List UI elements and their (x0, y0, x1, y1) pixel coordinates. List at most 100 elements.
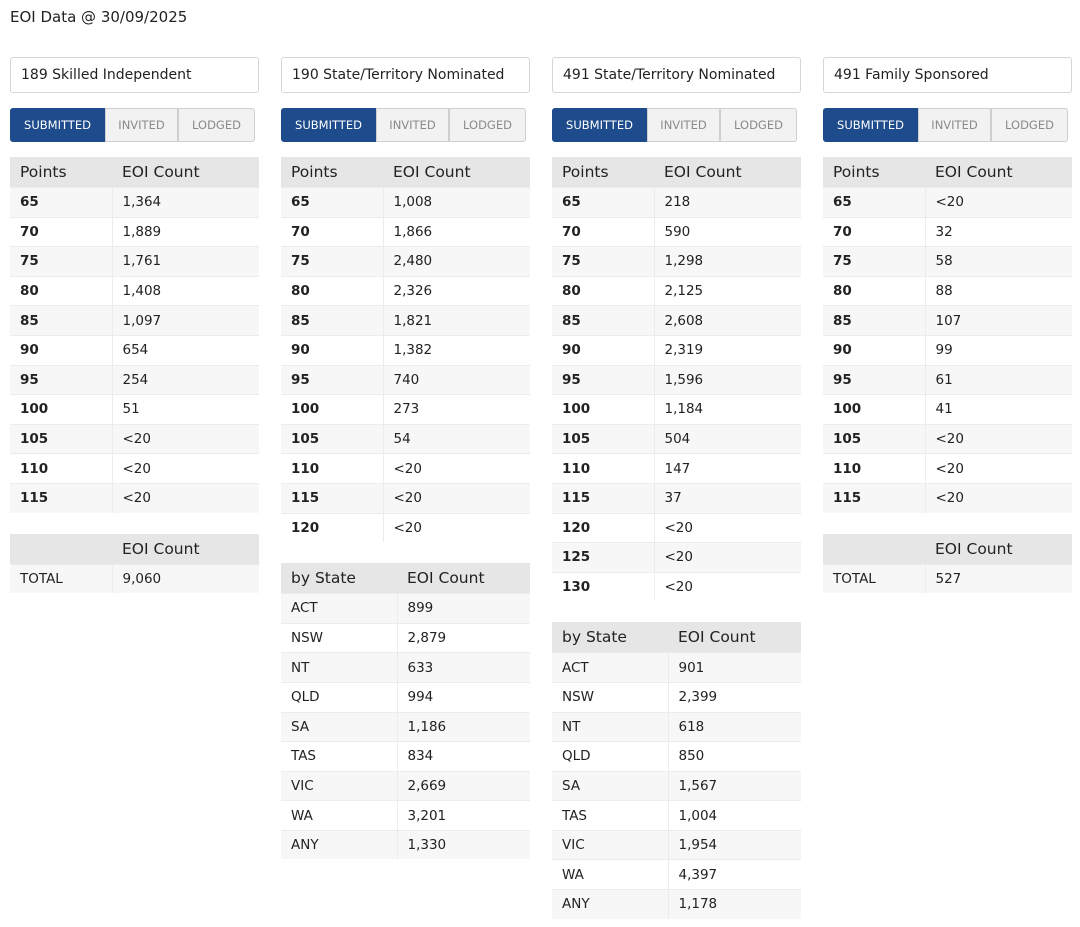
table-row: TOTAL 9,060 (10, 563, 259, 594)
count-cell: 88 (925, 275, 1072, 306)
table-row: 70 32 (823, 216, 1072, 247)
row-label: 100 (552, 394, 655, 425)
row-label: ANY (552, 889, 669, 919)
row-label: 80 (823, 275, 926, 306)
count-cell: 1,364 (112, 187, 259, 218)
row-label: 75 (552, 246, 655, 277)
table-row: 110 <20 (281, 453, 530, 484)
row-label: 85 (10, 305, 113, 336)
table-row: 115 <20 (281, 482, 530, 514)
status-tab[interactable]: LODGED (720, 108, 797, 142)
header-row: Points EOI Count (552, 157, 801, 188)
header-row: Points EOI Count (10, 157, 259, 188)
status-tab[interactable]: SUBMITTED (823, 108, 918, 142)
row-label: 115 (10, 482, 113, 513)
column-header: EOI Count (668, 622, 801, 653)
table-row: ANY 1,330 (281, 829, 530, 860)
count-cell: 1,008 (383, 187, 530, 218)
row-label: 70 (10, 216, 113, 247)
column-header: Points (281, 157, 383, 188)
table-row: WA 3,201 (281, 800, 530, 831)
panels: 189 Skilled Independent SUBMITTED INVITED L… (10, 57, 1072, 919)
table-row: 100 273 (281, 394, 530, 425)
status-tab[interactable]: INVITED (105, 108, 178, 142)
table-row: 85 1,821 (281, 305, 530, 336)
status-tab[interactable]: LODGED (449, 108, 526, 142)
count-cell: 1,004 (668, 800, 801, 831)
table-row: 90 1,382 (281, 334, 530, 366)
table-row: 85 2,608 (552, 305, 801, 336)
row-label: VIC (552, 829, 669, 860)
table-row: SA 1,186 (281, 711, 530, 742)
status-tab[interactable]: SUBMITTED (281, 108, 376, 142)
table-row: 100 51 (10, 394, 259, 425)
table-row: 65 218 (552, 187, 801, 218)
row-label: SA (281, 711, 398, 742)
table-row: QLD 850 (552, 741, 801, 772)
row-label: TOTAL (823, 563, 926, 594)
count-cell: <20 (383, 453, 530, 484)
status-tabs: SUBMITTED INVITED LODGED (823, 108, 1068, 142)
table-row: 65 1,008 (281, 187, 530, 218)
row-label: 70 (552, 216, 655, 247)
count-cell: <20 (654, 571, 801, 602)
count-cell: 107 (925, 305, 1072, 336)
row-label: ACT (552, 652, 669, 683)
status-tab[interactable]: LODGED (178, 108, 255, 142)
column-header: EOI Count (112, 157, 259, 188)
table-row: 95 61 (823, 364, 1072, 395)
row-label: 115 (281, 482, 384, 514)
table-row: SA 1,567 (552, 770, 801, 801)
table-row: 130 <20 (552, 571, 801, 602)
count-cell: 1,567 (668, 770, 801, 801)
status-tabs: SUBMITTED INVITED LODGED (10, 108, 255, 142)
row-label: TAS (281, 741, 398, 772)
count-cell: 1,184 (654, 394, 801, 425)
table-row: 75 2,480 (281, 246, 530, 277)
row-label: 80 (10, 275, 113, 306)
table-row: 120 <20 (281, 512, 530, 543)
count-cell: 618 (668, 711, 801, 742)
count-cell: <20 (925, 423, 1072, 454)
row-label: 115 (552, 482, 655, 514)
count-cell: 654 (112, 334, 259, 366)
header-row: EOI Count (10, 533, 259, 565)
header-row: by State EOI Count (552, 622, 801, 653)
row-label: 110 (823, 453, 926, 484)
total-table: EOI Count TOTAL 527 (823, 533, 1072, 594)
row-label: 75 (10, 246, 113, 277)
row-label: QLD (281, 681, 398, 712)
status-tab[interactable]: INVITED (918, 108, 991, 142)
column-header-blank (823, 533, 925, 565)
table-row: 100 1,184 (552, 394, 801, 425)
table-row: 110 <20 (823, 453, 1072, 484)
row-label: 120 (552, 512, 655, 543)
status-tab[interactable]: INVITED (376, 108, 449, 142)
count-cell: 994 (397, 681, 530, 712)
row-label: 90 (552, 334, 655, 366)
row-label: ANY (281, 829, 398, 860)
table-row: 85 1,097 (10, 305, 259, 336)
count-cell: <20 (112, 453, 259, 484)
status-tab[interactable]: SUBMITTED (552, 108, 647, 142)
visa-heading: 491 State/Territory Nominated (552, 57, 801, 93)
row-label: NSW (281, 622, 398, 653)
table-row: 90 654 (10, 334, 259, 366)
table-row: 110 <20 (10, 453, 259, 484)
status-tab[interactable]: INVITED (647, 108, 720, 142)
status-tab[interactable]: SUBMITTED (10, 108, 105, 142)
count-cell: 504 (654, 423, 801, 454)
status-tab[interactable]: LODGED (991, 108, 1068, 142)
row-label: NSW (552, 681, 669, 712)
table-row: 75 58 (823, 246, 1072, 277)
row-label: 70 (823, 216, 926, 247)
header-row: Points EOI Count (281, 157, 530, 188)
count-cell: <20 (383, 512, 530, 543)
count-cell: <20 (112, 423, 259, 454)
count-cell: 1,330 (397, 829, 530, 860)
table-row: 70 1,866 (281, 216, 530, 247)
count-cell: 2,608 (654, 305, 801, 336)
table-row: 80 2,326 (281, 275, 530, 306)
row-label: 65 (823, 187, 926, 218)
